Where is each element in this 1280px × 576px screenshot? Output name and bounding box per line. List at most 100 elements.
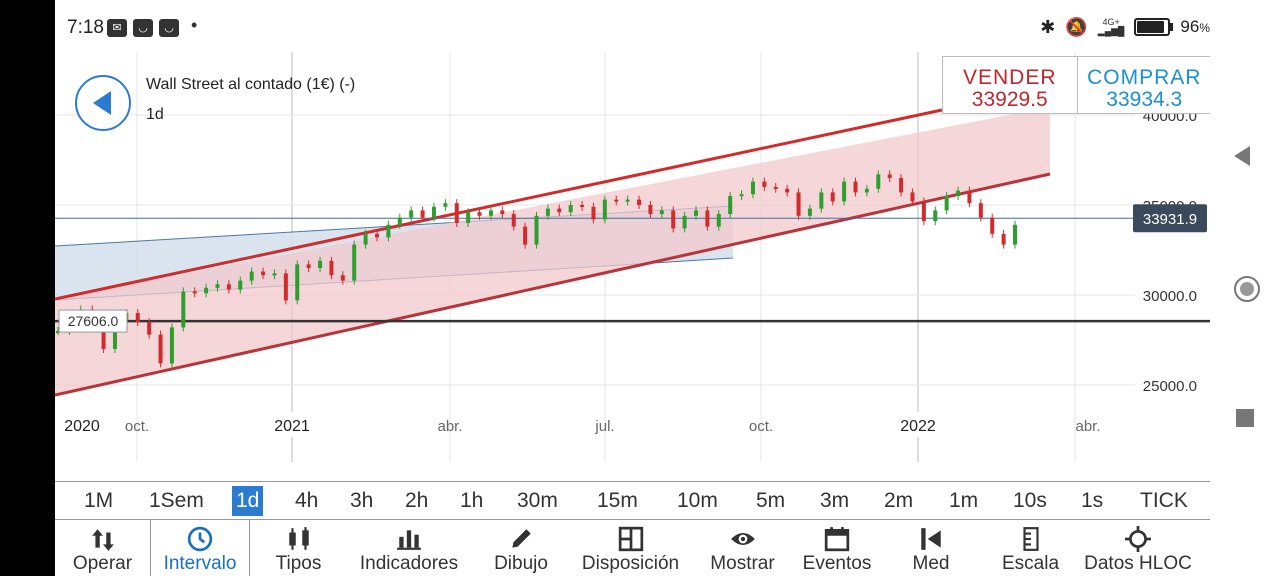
status-right: ✱ 🔕 4G+ ▂▄▆█ 96% <box>1040 14 1210 40</box>
candle-body <box>682 215 687 229</box>
candle-body <box>568 205 573 213</box>
toolbar-label: Indicadores <box>359 553 459 574</box>
current-price-tag <box>1133 204 1207 233</box>
candle-body <box>204 287 209 294</box>
candle-body <box>1001 233 1006 245</box>
bottom-toolbar: Operar Intervalo Tipos Indicadores Dibujo Dis… <box>55 519 1210 576</box>
x-axis-label: 2022 <box>900 418 936 435</box>
interval-1m[interactable]: 1M <box>84 489 114 512</box>
interval-10m[interactable]: 10m <box>677 489 718 512</box>
interval-tick[interactable]: TICK <box>1140 489 1188 512</box>
interval-1m[interactable]: 1m <box>949 489 979 512</box>
interval-2h[interactable]: 2h <box>405 489 429 512</box>
nav-back-icon[interactable] <box>1234 146 1250 166</box>
candle-body <box>500 210 505 214</box>
candle-body <box>750 181 755 195</box>
interval-1sem[interactable]: 1Sem <box>149 489 204 512</box>
candle-body <box>352 244 357 281</box>
candle-body <box>215 284 220 288</box>
toolbar-indicadores[interactable]: Indicadores <box>347 520 471 576</box>
interval-30m[interactable]: 30m <box>517 489 558 512</box>
candle-body <box>249 271 254 281</box>
candle-body <box>728 196 733 214</box>
price-chart[interactable]: 40000.035000.030000.025000.033931.927606… <box>55 52 1210 462</box>
candle-body <box>431 206 436 218</box>
sell-label: VENDER <box>962 66 1057 89</box>
toolbar-tipos[interactable]: Tipos <box>250 520 347 576</box>
chart-area[interactable]: 40000.035000.030000.025000.033931.927606… <box>55 52 1210 462</box>
red-channel-lower-line[interactable] <box>55 172 1051 397</box>
candle-body <box>944 196 949 211</box>
x-axis-label: 2020 <box>64 418 100 435</box>
candle-body <box>420 210 425 218</box>
interval-3h[interactable]: 3h <box>350 489 374 512</box>
candle-body <box>261 271 266 276</box>
candle-body <box>887 174 892 178</box>
candle-body <box>147 322 152 335</box>
candle-body <box>773 187 778 189</box>
candle-body <box>466 212 471 223</box>
interval-5m[interactable]: 5m <box>756 489 786 512</box>
candle-body <box>625 199 630 202</box>
nav-recent-apps-icon[interactable] <box>1236 409 1254 427</box>
interval-15m[interactable]: 15m <box>597 489 638 512</box>
interval-10s[interactable]: 10s <box>1013 489 1047 512</box>
candle-body <box>523 226 528 245</box>
candle-body <box>306 264 311 268</box>
candle-body <box>602 199 607 220</box>
toolbar-datos-hloc[interactable]: Datos HLOC <box>1078 520 1198 576</box>
back-button[interactable] <box>75 75 131 131</box>
scale-icon <box>1022 527 1039 551</box>
pencil-icon <box>512 529 531 548</box>
toolbar-eventos[interactable]: Eventos <box>795 520 879 576</box>
toolbar-disposición[interactable]: Disposición <box>571 520 690 576</box>
candle-body <box>226 284 231 290</box>
candle-body <box>990 217 995 234</box>
interval-1h[interactable]: 1h <box>460 489 484 512</box>
candle-body <box>614 199 619 202</box>
toolbar-label: Operar <box>72 553 133 574</box>
toolbar-escala[interactable]: Escala <box>983 520 1078 576</box>
more-notifications-dot: • <box>191 15 198 35</box>
toolbar-intervalo[interactable]: Intervalo <box>150 520 250 576</box>
toolbar-operar[interactable]: Operar <box>55 520 150 576</box>
sell-button[interactable]: VENDER 33929.5 <box>943 57 1078 113</box>
candle-body <box>921 201 926 222</box>
candle-body <box>318 260 323 268</box>
candle-body <box>158 334 163 364</box>
candle-body <box>409 210 414 218</box>
interval-2m[interactable]: 2m <box>884 489 914 512</box>
red-channel-upper-line[interactable] <box>55 108 943 301</box>
candle-body <box>785 188 790 193</box>
y-tick-label: 30000.0 <box>1143 288 1197 305</box>
interval-1s[interactable]: 1s <box>1081 489 1104 512</box>
interval-1d[interactable]: 1d <box>232 486 264 516</box>
buy-label: COMPRAR <box>1087 66 1202 89</box>
clock-icon <box>187 526 213 552</box>
candle-body <box>853 181 858 193</box>
buy-button[interactable]: COMPRAR 33934.3 <box>1078 57 1211 113</box>
interval-4h[interactable]: 4h <box>295 489 319 512</box>
mute-icon: 🔕 <box>1065 16 1088 37</box>
nav-home-icon[interactable] <box>1234 276 1260 302</box>
candle-body <box>443 203 448 207</box>
candle-body <box>375 233 379 238</box>
buy-price: 33934.3 <box>1106 88 1183 111</box>
toolbar-mostrar[interactable]: Mostrar <box>690 520 795 576</box>
toolbar-med[interactable]: Med <box>879 520 983 576</box>
toolbar-label: Mostrar <box>710 553 775 574</box>
candle-body <box>580 205 585 207</box>
candle-body <box>135 313 140 322</box>
candle-body <box>1013 224 1017 245</box>
shop-notification-icon: ◡ <box>133 19 153 37</box>
candle-body <box>762 181 767 187</box>
back-arrow-icon <box>93 91 111 115</box>
toolbar-dibujo[interactable]: Dibujo <box>471 520 571 576</box>
candle-body <box>819 192 824 209</box>
candle-body <box>956 190 961 196</box>
interval-3m[interactable]: 3m <box>820 489 850 512</box>
candle-body <box>283 273 288 301</box>
candle-body <box>557 208 562 213</box>
x-label-bg <box>894 412 942 437</box>
calendar-icon <box>824 527 850 552</box>
